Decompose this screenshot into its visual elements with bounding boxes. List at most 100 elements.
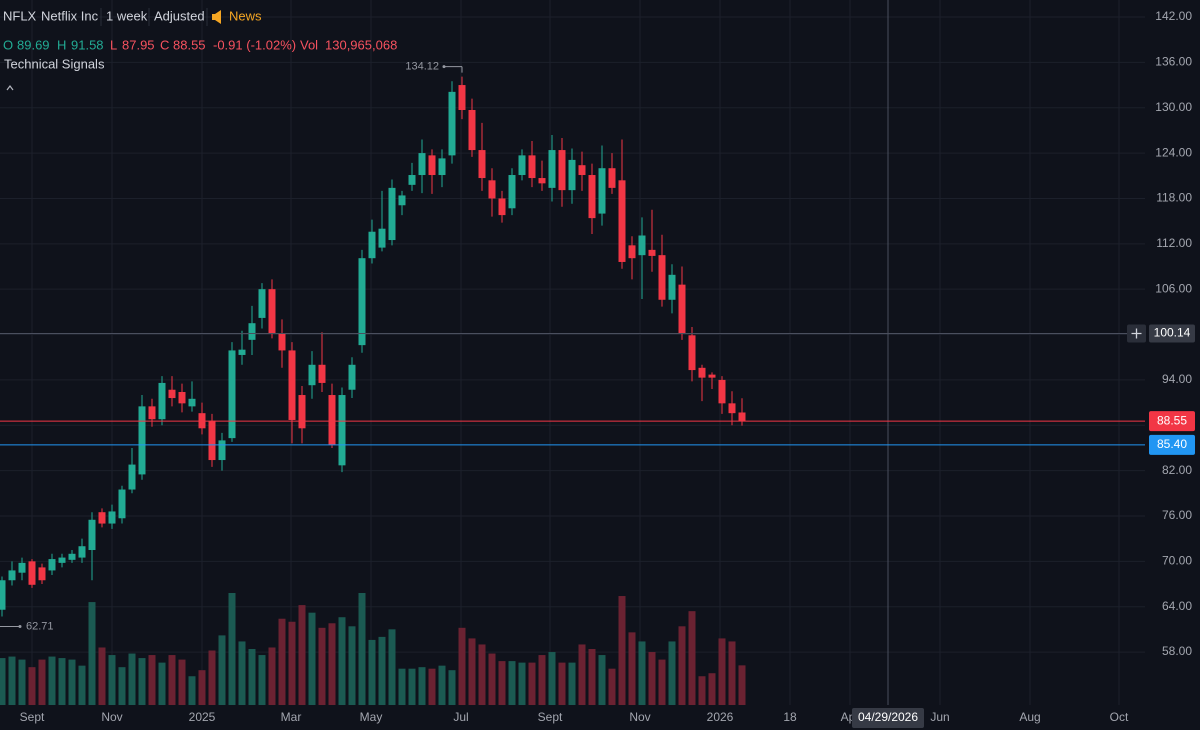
volume-bar [18,659,26,705]
volume-bar [468,638,476,705]
news[interactable]: News [229,8,262,23]
change: -0.91 (-1.02%) [213,37,296,52]
candle-body [368,231,376,259]
candle-body [248,323,256,340]
volume-bar [508,661,516,705]
collapse-caret[interactable] [6,85,14,91]
volume-bar [128,653,136,705]
interval[interactable]: 1 week [106,8,148,23]
indicator[interactable]: Technical Signals [4,56,105,71]
price-tag [1149,411,1195,432]
symbol[interactable]: NFLX [3,8,37,23]
candle-body [318,364,326,383]
candle-body [308,364,316,386]
candle-body [8,570,16,581]
volume-bar [0,658,6,705]
news-icon[interactable] [212,10,221,24]
volume-bar [498,661,506,705]
candle-body [158,382,166,420]
candle-body [728,403,736,414]
candle-body [208,420,216,461]
volume-bar [118,667,126,705]
candle-body [428,155,436,176]
volume-bar [188,676,196,705]
volume-bar [448,670,456,705]
candle-body [288,350,296,420]
x-tick-label: Jun [930,710,949,724]
candle-body [28,561,36,585]
volume-bar [388,629,396,705]
y-tick-label: 82.00 [1162,463,1192,477]
volume-bar [48,656,56,705]
volume-bar [238,641,246,705]
y-tick-label: 58.00 [1162,644,1192,658]
candle-body [548,150,556,188]
candle-body [638,235,646,256]
volume-value: 130,965,068 [325,37,397,52]
volume-bar [628,632,636,705]
candle-body [708,374,716,378]
candle-body [348,364,356,390]
x-tick-label: 18 [783,710,797,724]
candle-body [678,284,686,334]
candle-body [688,335,696,371]
candle-body [298,395,306,429]
x-tick-label: Nov [629,710,650,724]
candle-body [518,155,526,176]
crosshair-date-box [852,708,924,728]
candle-body [0,580,6,610]
crosshair-date: 04/29/2026 [858,710,918,724]
candle-body [38,567,46,581]
candle-body [498,198,506,216]
volume-bar [518,662,526,705]
volume-bar [178,659,186,705]
high-label: 134.12 [405,60,439,72]
volume-bar [728,641,736,705]
volume-bar [718,638,726,705]
y-tick-label: 94.00 [1162,372,1192,386]
candle-body [698,367,706,378]
x-tick-label: 2025 [189,710,216,724]
legend-value: 89.69 [17,37,50,52]
volume-bar [458,627,466,705]
volume-bar [478,644,486,705]
candle-body [738,412,746,422]
volume-bar [88,602,96,705]
x-tick-label: Mar [281,710,302,724]
x-tick-label: Oct [1110,710,1129,724]
volume-bar [368,639,376,705]
candle-body [238,349,246,355]
y-tick-label: 142.00 [1155,9,1192,23]
volume-bar [28,667,36,705]
volume-bar [318,627,326,705]
y-tick-label: 64.00 [1162,599,1192,613]
volume-bar [428,668,436,705]
candle-body [328,395,336,445]
price-tag-label: 88.55 [1157,413,1187,427]
candle-body [568,159,576,191]
volume-bar [618,596,626,705]
company-name[interactable]: Netflix Inc [41,8,99,23]
price-tag [1149,434,1195,455]
volume-bar [308,612,316,705]
candle-body [478,150,486,179]
volume-bar [148,655,156,705]
volume-bar [648,652,656,705]
candle-body [378,228,386,248]
volume-bar [198,670,206,705]
y-tick-label: 76.00 [1162,508,1192,522]
volume-bar [298,605,306,705]
candle-body [718,379,726,404]
volume-bar [38,659,46,705]
candle-body [508,175,516,209]
candle-body [178,392,186,404]
y-tick-label: 112.00 [1156,236,1192,250]
volume-bar [398,668,406,705]
adjustment[interactable]: Adjusted [154,8,205,23]
candle-body [258,289,266,318]
volume-bar [678,626,686,705]
volume-bar [78,665,86,705]
legend-key: L [110,37,117,52]
candle-body [278,333,286,351]
